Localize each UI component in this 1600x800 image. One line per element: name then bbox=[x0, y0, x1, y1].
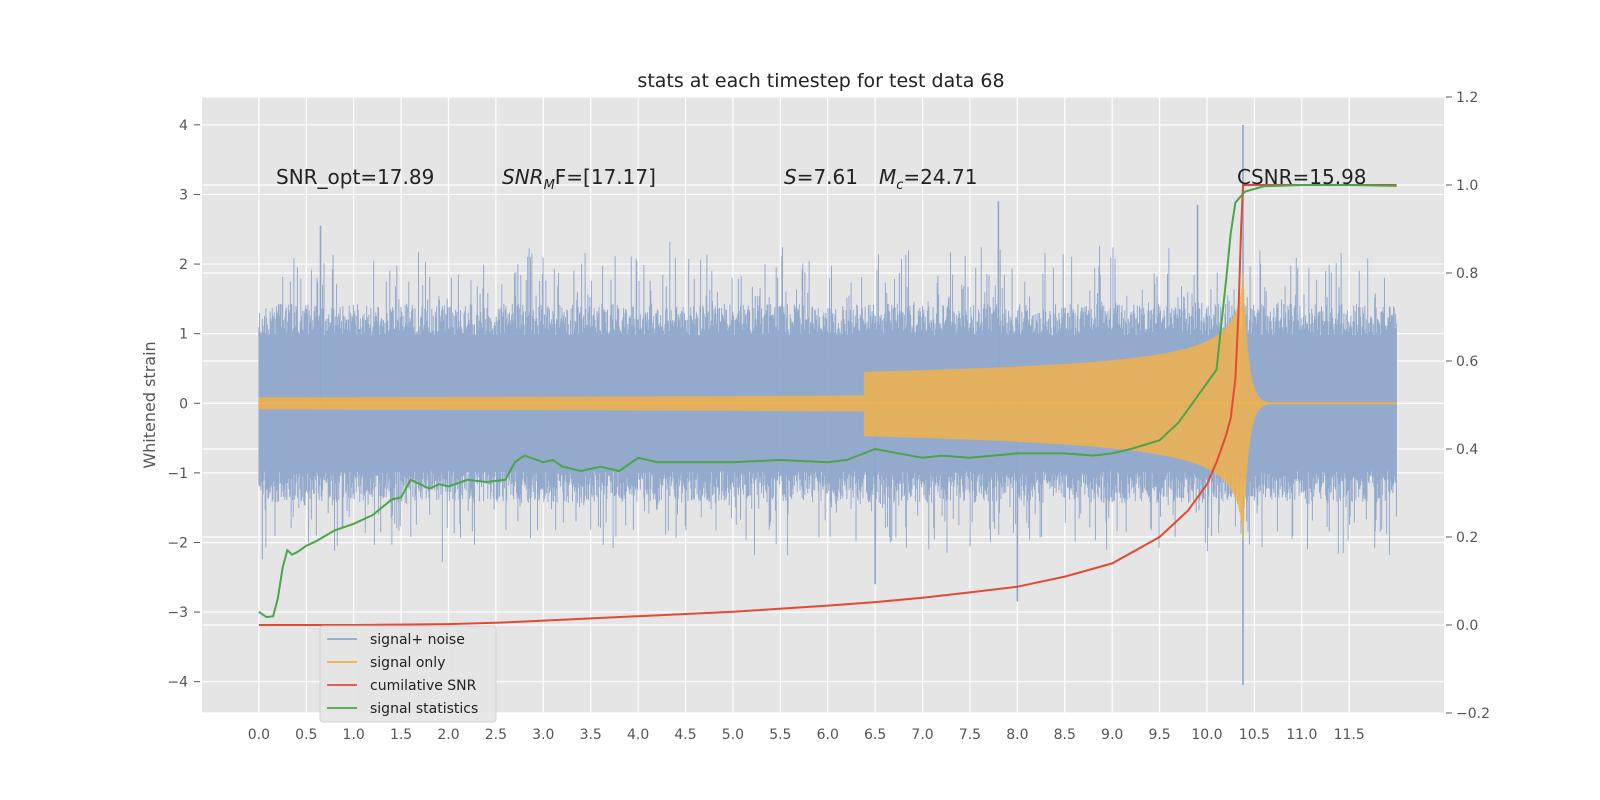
y-axis-right: 1.2 1.0 0.8 0.6 0.4 0.2 0.0 −0.2 bbox=[1446, 90, 1490, 722]
mc-value: =24.71 bbox=[903, 165, 977, 189]
y-tick-label: −4 bbox=[167, 675, 188, 691]
y2-tick-label: 0.0 bbox=[1456, 618, 1478, 634]
legend-label-signal: signal only bbox=[370, 655, 445, 671]
snr-mf-sub: M bbox=[544, 178, 555, 193]
x-tick-label: 3.5 bbox=[580, 727, 602, 743]
y-tick-label: −1 bbox=[167, 466, 188, 482]
mc-label: M bbox=[879, 165, 896, 189]
y-tick-label: 2 bbox=[179, 257, 188, 273]
chart-title: stats at each timestep for test data 68 bbox=[637, 70, 1004, 92]
y-tick-label: −3 bbox=[167, 605, 188, 621]
annotation-s-value: S=7.61 bbox=[784, 165, 858, 189]
legend-box bbox=[319, 625, 497, 723]
x-tick-label: 1.5 bbox=[390, 727, 412, 743]
y2-tick-label: 1.0 bbox=[1456, 178, 1478, 194]
y2-tick-label: 1.2 bbox=[1456, 90, 1478, 106]
y-axis-title: Whitened strain bbox=[140, 341, 159, 468]
x-tick-label: 2.5 bbox=[485, 727, 507, 743]
y-tick-label: 1 bbox=[179, 327, 188, 343]
legend: signal+ noise signal only cumilative SNR… bbox=[319, 625, 497, 723]
x-tick-label: 2.0 bbox=[437, 727, 459, 743]
y2-tick-label: −0.2 bbox=[1456, 706, 1490, 722]
x-tick-label: 10.0 bbox=[1191, 727, 1222, 743]
y2-tick-label: 0.4 bbox=[1456, 442, 1478, 458]
signal-only-series bbox=[258, 273, 1397, 540]
y-axis-left: 4 3 2 1 0 −1 −2 −3 −4 bbox=[167, 118, 200, 691]
x-tick-label: 10.5 bbox=[1239, 727, 1270, 743]
x-tick-label: 5.0 bbox=[722, 727, 744, 743]
x-tick-label: 4.5 bbox=[674, 727, 696, 743]
cumulative-snr-line bbox=[258, 184, 1397, 626]
x-tick-label: 8.5 bbox=[1054, 727, 1076, 743]
snr-mf-rest: F=[17.17] bbox=[555, 165, 656, 189]
legend-label-statistics: signal statistics bbox=[370, 701, 478, 717]
mc-sub: c bbox=[896, 178, 903, 193]
y-tick-label: 3 bbox=[179, 187, 188, 203]
x-tick-label: 9.0 bbox=[1101, 727, 1123, 743]
annotation-chirp-mass: Mc=24.71 bbox=[879, 165, 977, 193]
y-tick-label: 4 bbox=[179, 118, 188, 134]
x-tick-label: 6.5 bbox=[864, 727, 886, 743]
y2-tick-label: 0.2 bbox=[1456, 530, 1478, 546]
y-tick-label: 0 bbox=[179, 396, 188, 412]
x-tick-label: 0.5 bbox=[295, 727, 317, 743]
y-tick-label: −2 bbox=[167, 535, 188, 551]
snr-mf-base: SNR bbox=[502, 165, 544, 189]
x-tick-label: 6.0 bbox=[817, 727, 839, 743]
x-tick-label: 11.5 bbox=[1334, 727, 1365, 743]
s-label: S bbox=[784, 165, 797, 189]
legend-label-cumulative: cumilative SNR bbox=[370, 678, 477, 694]
annotation-csnr: CSNR=15.98 bbox=[1237, 165, 1367, 189]
s-value: =7.61 bbox=[797, 165, 858, 189]
x-tick-label: 4.0 bbox=[627, 727, 649, 743]
x-tick-label: 3.0 bbox=[532, 727, 554, 743]
y2-tick-label: 0.8 bbox=[1456, 266, 1478, 282]
annotation-snr-mf: SNRMF=[17.17] bbox=[502, 165, 656, 193]
x-tick-label: 8.0 bbox=[1006, 727, 1028, 743]
right-axis-series bbox=[258, 184, 1397, 626]
annotations: SNR_opt=17.89 SNRMF=[17.17] S=7.61 Mc=24… bbox=[276, 165, 1367, 193]
annotation-snr-opt: SNR_opt=17.89 bbox=[276, 165, 434, 189]
x-tick-label: 0.0 bbox=[248, 727, 270, 743]
x-tick-label: 7.5 bbox=[959, 727, 981, 743]
x-tick-label: 9.5 bbox=[1148, 727, 1170, 743]
signal-statistics-line bbox=[258, 184, 1397, 619]
legend-label-noise: signal+ noise bbox=[370, 632, 465, 648]
x-tick-label: 5.5 bbox=[769, 727, 791, 743]
y2-tick-label: 0.6 bbox=[1456, 354, 1478, 370]
x-tick-label: 1.0 bbox=[343, 727, 365, 743]
x-tick-label: 11.0 bbox=[1286, 727, 1317, 743]
x-axis: 0.0 0.5 1.0 1.5 2.0 2.5 3.0 3.5 4.0 4.5 5.0 5.5 6.0 6… bbox=[248, 727, 1365, 743]
x-tick-label: 7.0 bbox=[911, 727, 933, 743]
